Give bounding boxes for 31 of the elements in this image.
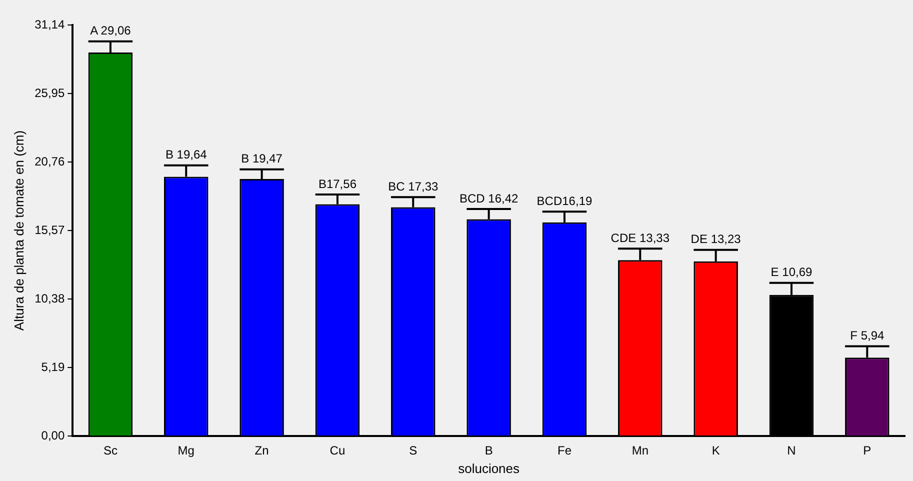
data-label: E 10,69 bbox=[770, 265, 812, 280]
y-tick-label: 0,00 bbox=[41, 428, 65, 442]
data-label: CDE 13,33 bbox=[610, 230, 670, 245]
y-tick-label: 5,19 bbox=[41, 360, 65, 374]
x-tick-label: Sc bbox=[103, 444, 118, 458]
x-tick-label: Zn bbox=[254, 444, 269, 458]
data-label: B 19,64 bbox=[165, 148, 208, 162]
x-axis-title: soluciones bbox=[458, 460, 520, 476]
data-label: F 5,94 bbox=[850, 328, 884, 343]
x-tick-label: B bbox=[484, 444, 493, 458]
data-label: BCD 16,42 bbox=[459, 191, 518, 206]
data-label: B 19,47 bbox=[241, 152, 283, 166]
y-tick-label: 25,95 bbox=[34, 86, 65, 100]
data-label: A 29,06 bbox=[90, 24, 132, 38]
y-axis-title: Altura de planta de tomate en (cm) bbox=[11, 130, 26, 331]
y-tick-label: 10,38 bbox=[34, 291, 65, 306]
x-tick-label: Fe bbox=[557, 444, 572, 458]
data-label: DE 13,23 bbox=[690, 232, 742, 246]
data-label: BC 17,33 bbox=[388, 179, 438, 194]
y-tick-label: 15,57 bbox=[34, 222, 65, 237]
y-tick-label: 20,76 bbox=[34, 154, 65, 168]
y-tick-label: 31,14 bbox=[34, 17, 65, 32]
data-label: BCD16,19 bbox=[536, 194, 592, 208]
x-tick-label: S bbox=[409, 444, 418, 458]
data-label: B17,56 bbox=[318, 176, 357, 191]
x-tick-label: P bbox=[863, 444, 872, 458]
x-tick-label: Cu bbox=[330, 444, 346, 458]
x-tick-label: Mn bbox=[632, 444, 648, 458]
x-tick-label: N bbox=[787, 444, 796, 458]
x-tick-label: K bbox=[712, 444, 720, 458]
x-tick-label: Mg bbox=[178, 444, 194, 458]
